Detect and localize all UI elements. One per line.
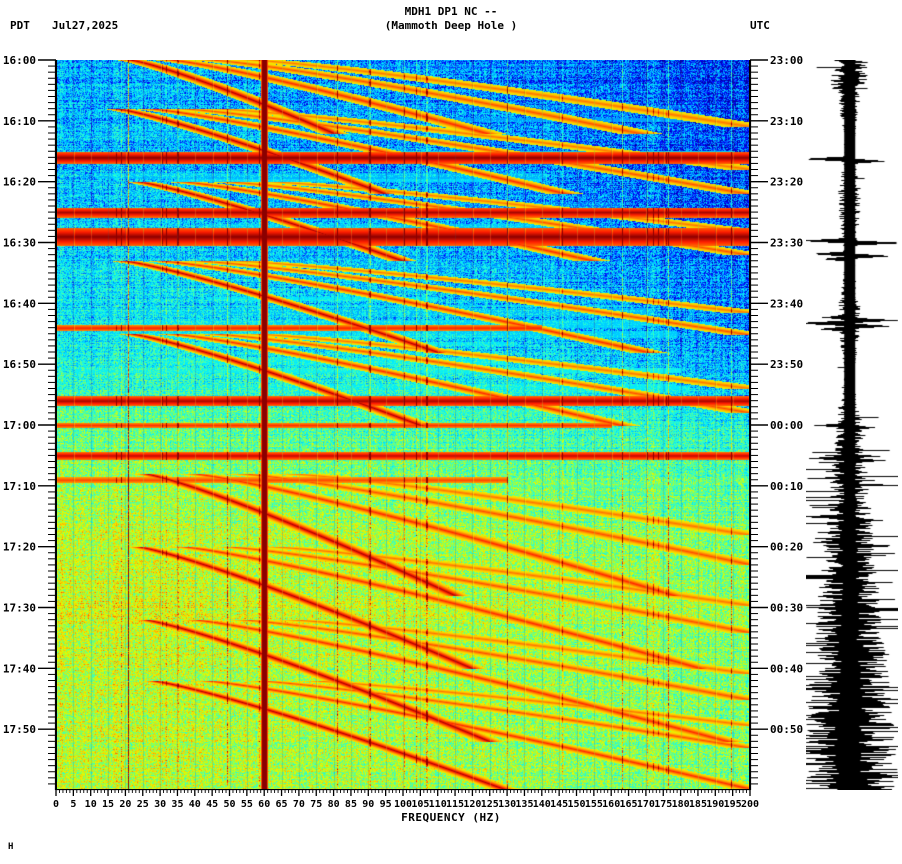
- svg-text:35: 35: [171, 799, 183, 810]
- svg-text:70: 70: [293, 799, 305, 810]
- time-axis-local: 16:00 16:10 16:20 16:30 16:40 16:50 17:00 17:10…: [3, 55, 56, 790]
- svg-text:115: 115: [446, 799, 464, 810]
- svg-text:5: 5: [70, 799, 76, 810]
- svg-text:16:30: 16:30: [3, 237, 36, 250]
- svg-text:80: 80: [328, 799, 340, 810]
- frequency-axis-title: FREQUENCY (HZ): [401, 811, 501, 824]
- timezone-label-left: PDT: [10, 19, 30, 32]
- svg-text:85: 85: [345, 799, 357, 810]
- svg-text:120: 120: [463, 799, 481, 810]
- svg-text:00:00: 00:00: [770, 419, 803, 432]
- svg-text:150: 150: [567, 799, 585, 810]
- svg-text:00:10: 00:10: [770, 480, 803, 493]
- svg-text:110: 110: [429, 799, 447, 810]
- svg-text:45: 45: [206, 799, 218, 810]
- svg-text:125: 125: [481, 799, 499, 810]
- svg-text:17:40: 17:40: [3, 662, 36, 675]
- svg-text:135: 135: [515, 799, 533, 810]
- svg-text:95: 95: [380, 799, 392, 810]
- svg-text:17:10: 17:10: [3, 480, 36, 493]
- svg-text:17:20: 17:20: [3, 541, 36, 554]
- svg-text:00:40: 00:40: [770, 662, 803, 675]
- spectrogram-plot[interactable]: [56, 60, 750, 790]
- helicorder-trace: [806, 60, 898, 790]
- svg-text:00:50: 00:50: [770, 723, 803, 736]
- svg-text:160: 160: [602, 799, 620, 810]
- svg-text:25: 25: [137, 799, 149, 810]
- svg-text:65: 65: [276, 799, 288, 810]
- time-axis-utc: 23:00 23:10 23:20 23:30 23:40 23:50 00:00 00:10…: [750, 55, 803, 790]
- svg-text:170: 170: [637, 799, 655, 810]
- svg-text:90: 90: [362, 799, 374, 810]
- svg-text:23:50: 23:50: [770, 358, 803, 371]
- svg-text:23:00: 23:00: [770, 55, 803, 67]
- svg-text:16:10: 16:10: [3, 115, 36, 128]
- svg-text:140: 140: [533, 799, 551, 810]
- page-title: MDH1 DP1 NC --: [404, 5, 498, 18]
- svg-text:17:50: 17:50: [3, 723, 36, 736]
- svg-text:200: 200: [741, 799, 759, 810]
- svg-text:16:00: 16:00: [3, 55, 36, 67]
- svg-text:145: 145: [550, 799, 568, 810]
- timezone-label-right: UTC: [750, 19, 770, 32]
- svg-text:105: 105: [411, 799, 429, 810]
- svg-text:195: 195: [724, 799, 742, 810]
- svg-text:17:00: 17:00: [3, 419, 36, 432]
- svg-text:16:40: 16:40: [3, 297, 36, 310]
- svg-text:23:30: 23:30: [770, 237, 803, 250]
- svg-text:30: 30: [154, 799, 166, 810]
- svg-text:100: 100: [394, 799, 412, 810]
- svg-text:00:30: 00:30: [770, 602, 803, 615]
- svg-text:23:40: 23:40: [770, 297, 803, 310]
- svg-text:16:20: 16:20: [3, 176, 36, 189]
- svg-text:17:30: 17:30: [3, 602, 36, 615]
- svg-text:175: 175: [654, 799, 672, 810]
- frequency-axis: 0 5 10 15 20 25 30 35 40 45 50 55 60 65 70 75 80 85 90 95 10…: [53, 789, 759, 810]
- svg-text:00:20: 00:20: [770, 541, 803, 554]
- svg-text:23:20: 23:20: [770, 176, 803, 189]
- svg-text:0: 0: [53, 799, 59, 810]
- svg-text:180: 180: [672, 799, 690, 810]
- date-label: Jul27,2025: [52, 19, 119, 32]
- station-subtitle: (Mammoth Deep Hole ): [384, 19, 518, 32]
- svg-text:155: 155: [585, 799, 603, 810]
- svg-text:10: 10: [85, 799, 97, 810]
- corner-mark: H: [8, 842, 14, 852]
- svg-text:50: 50: [223, 799, 235, 810]
- svg-text:20: 20: [119, 799, 131, 810]
- spectrogram-canvas[interactable]: [56, 60, 750, 790]
- svg-text:60: 60: [258, 799, 270, 810]
- svg-text:15: 15: [102, 799, 114, 810]
- svg-text:75: 75: [310, 799, 322, 810]
- svg-text:190: 190: [706, 799, 724, 810]
- svg-text:23:10: 23:10: [770, 115, 803, 128]
- svg-text:130: 130: [498, 799, 516, 810]
- svg-text:165: 165: [620, 799, 638, 810]
- svg-text:40: 40: [189, 799, 201, 810]
- svg-text:185: 185: [689, 799, 707, 810]
- svg-text:55: 55: [241, 799, 253, 810]
- svg-text:16:50: 16:50: [3, 358, 36, 371]
